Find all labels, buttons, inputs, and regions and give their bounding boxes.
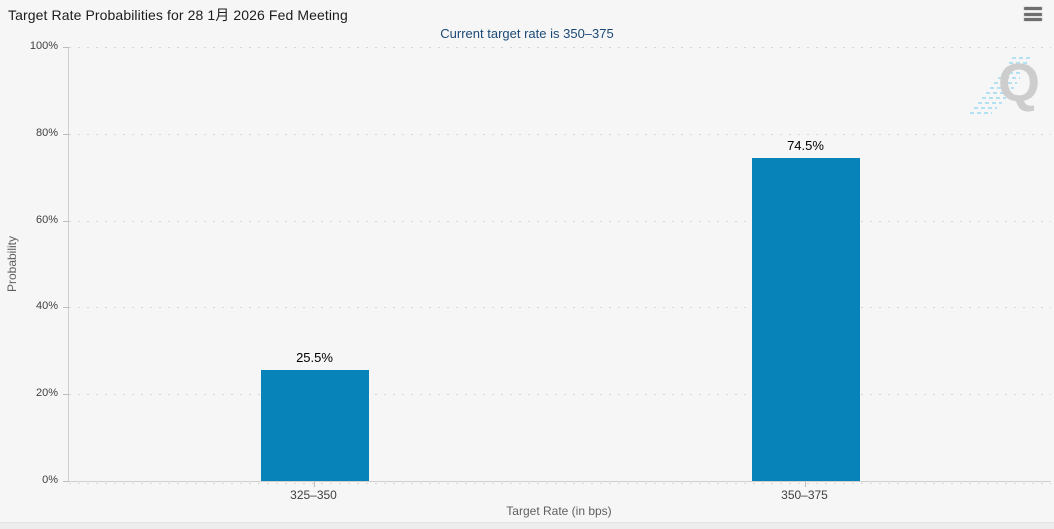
x-tick [804, 482, 806, 487]
y-tick-label: 40% [35, 300, 58, 313]
y-tick-label: 20% [35, 387, 58, 400]
plot-area: 25.5% 74.5% [63, 47, 1051, 484]
y-tick-label: 100% [29, 40, 58, 52]
gridline-20 [69, 394, 1051, 396]
y-tick-100 [63, 47, 69, 48]
gridline-40 [69, 307, 1051, 309]
gridline-80 [69, 133, 1051, 135]
y-tick-label: 0% [42, 474, 58, 486]
quikstrike-watermark: Q [966, 54, 1046, 120]
x-axis: 325–350 350–375 [68, 482, 1050, 508]
gridline-100 [69, 47, 1051, 48]
bar-350–375[interactable] [751, 158, 860, 481]
chart-title: Target Rate Probabilities for 28 1月 2026… [8, 7, 348, 23]
y-tick-80 [63, 133, 69, 135]
bottom-strip [0, 522, 1054, 529]
gridline-60 [69, 220, 1051, 222]
y-tick-20 [63, 394, 69, 396]
y-tick-label: 60% [35, 213, 58, 226]
y-tick-0 [63, 481, 69, 482]
watermark-stripes-icon [970, 57, 1030, 114]
hamburger-icon [1024, 7, 1042, 10]
x-tick-label: 325–350 [290, 488, 337, 502]
x-axis-title: Target Rate (in bps) [506, 504, 612, 518]
watermark-q-letter: Q [997, 53, 1040, 113]
bar-325–350[interactable] [260, 370, 369, 481]
chart-subtitle: Current target rate is 350–375 [440, 26, 614, 41]
x-tick-label: 350–375 [781, 488, 828, 502]
menu-button[interactable] [1024, 7, 1042, 21]
y-axis: 0% 20% 40% 60% 80% 100% [0, 40, 62, 486]
x-tick [313, 482, 315, 487]
bar-value-label: 74.5% [787, 138, 824, 153]
gridline-0 [69, 483, 1051, 484]
y-tick-40 [63, 307, 69, 309]
y-tick-label: 80% [35, 126, 58, 139]
y-tick-60 [63, 220, 69, 222]
bar-value-label: 25.5% [296, 350, 333, 365]
